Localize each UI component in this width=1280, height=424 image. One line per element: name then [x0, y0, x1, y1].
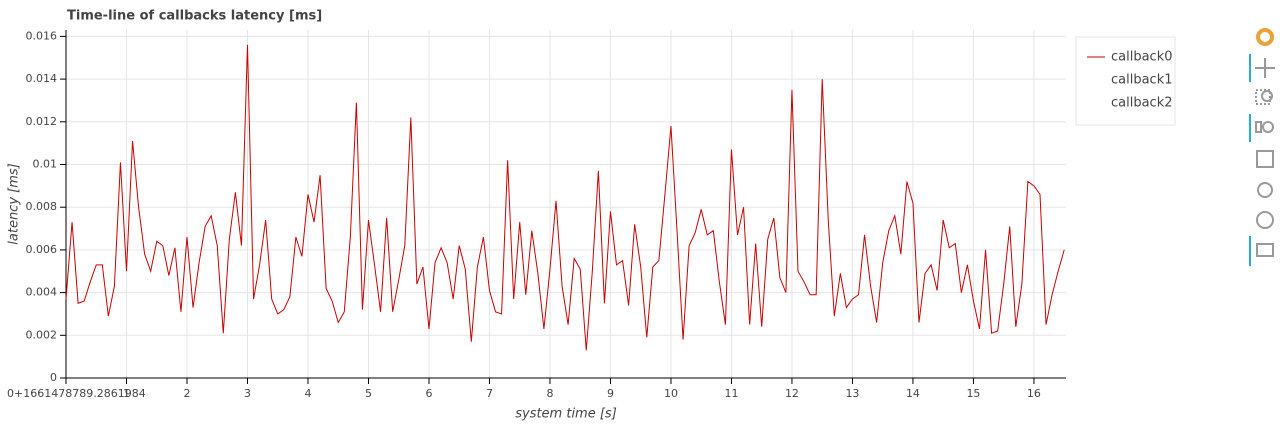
hover-tool[interactable]: [1256, 243, 1274, 257]
x-tick-label: 14: [906, 387, 920, 400]
y-tick-label: 0.014: [26, 72, 58, 85]
tool-active: [1249, 236, 1251, 266]
x-tick-label: 13: [845, 387, 859, 400]
y-tick-label: 0.004: [26, 286, 58, 299]
x-tick-label: 7: [486, 387, 493, 400]
help-tool[interactable]: [1256, 211, 1274, 229]
x-tick-label: 10: [664, 387, 678, 400]
x-tick-label: 3: [244, 387, 251, 400]
tool-active: [1249, 54, 1251, 82]
chart-title: Time-line of callbacks latency [ms]: [67, 9, 322, 24]
legend-label: callback2: [1111, 96, 1173, 111]
x-tick-label: 8: [546, 387, 553, 400]
pan-tool[interactable]: [1255, 58, 1275, 78]
y-tick-label: 0.006: [26, 243, 58, 256]
y-tick-label: 0.008: [26, 200, 58, 213]
legend-box: [1075, 36, 1176, 126]
reset-tool[interactable]: [1257, 182, 1273, 198]
wheel-zoom-tool[interactable]: [1255, 121, 1274, 133]
x-tick-label: 16: [1027, 387, 1041, 400]
x-axis-label: system time [s]: [515, 407, 617, 422]
save-tool[interactable]: [1256, 150, 1274, 168]
x-tick-label: 15: [966, 387, 980, 400]
y-axis-label: latency [ms]: [7, 163, 22, 244]
x-tick-label: 1: [123, 387, 130, 400]
x-tick-label: 9: [607, 387, 614, 400]
toolbar: [1249, 28, 1275, 266]
y-tick-label: 0: [50, 371, 57, 384]
x-tick-label: 2: [183, 387, 190, 400]
legend-label: callback1: [1111, 73, 1173, 88]
x-tick-label: 4: [304, 387, 311, 400]
x-tick-label: 12: [785, 387, 799, 400]
box-zoom-tool[interactable]: [1255, 89, 1273, 105]
y-tick-label: 0.016: [26, 29, 58, 42]
x-tick-label: 6: [425, 387, 432, 400]
y-tick-label: 0.012: [26, 115, 58, 128]
x-tick-label: 11: [724, 387, 738, 400]
x-tick-label: 0+1661478789.2861984: [7, 387, 146, 400]
legend-label: callback0: [1111, 50, 1173, 65]
x-tick-label: 5: [365, 387, 372, 400]
tool-active: [1249, 114, 1251, 142]
bokeh-logo[interactable]: [1256, 28, 1274, 46]
y-tick-label: 0.002: [26, 328, 58, 341]
y-tick-label: 0.01: [33, 158, 58, 171]
data-line: [65, 44, 1065, 351]
